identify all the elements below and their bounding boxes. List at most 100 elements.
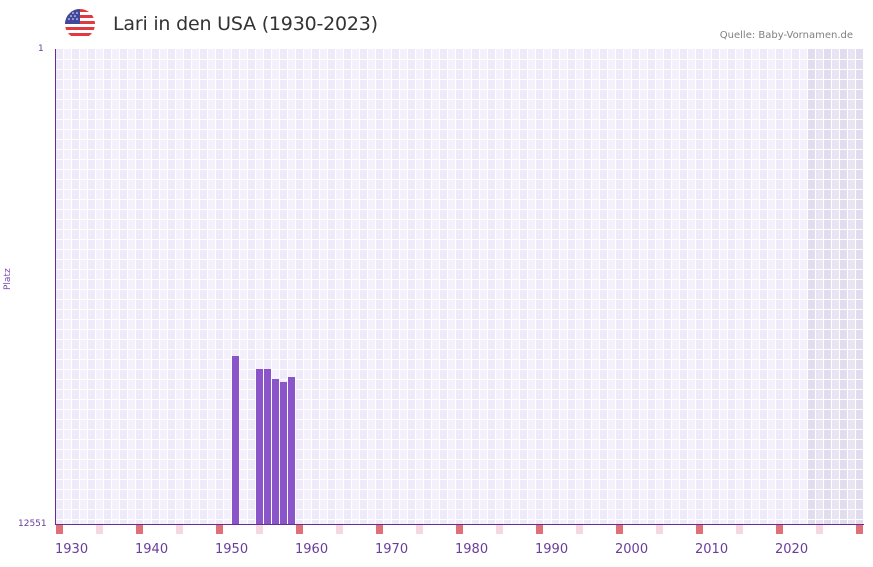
grid-line xyxy=(56,339,864,340)
grid-column xyxy=(704,49,711,524)
grid-column xyxy=(720,49,727,524)
y-tick-bottom: 12551 xyxy=(18,519,47,529)
grid-column xyxy=(792,49,799,524)
grid-column xyxy=(472,49,479,524)
half-decade-marker xyxy=(96,525,103,534)
chart-title: Lari in den USA (1930-2023) xyxy=(113,13,378,35)
grid-line xyxy=(56,519,864,520)
grid-column xyxy=(144,49,151,524)
grid-column xyxy=(360,49,367,524)
half-decade-marker xyxy=(736,525,743,534)
bar-1957[interactable] xyxy=(272,379,279,524)
grid-column xyxy=(528,49,535,524)
bar-1955[interactable] xyxy=(256,368,263,524)
grid-column xyxy=(760,49,767,524)
grid-column xyxy=(232,49,239,524)
grid-line xyxy=(56,179,864,180)
decade-marker xyxy=(696,525,703,534)
grid-column xyxy=(416,49,423,524)
half-decade-marker xyxy=(576,525,583,534)
grid-column xyxy=(448,49,455,524)
grid-column xyxy=(768,49,775,524)
grid-line xyxy=(56,329,864,330)
grid-column xyxy=(400,49,407,524)
grid-column xyxy=(504,49,511,524)
grid-column xyxy=(296,49,303,524)
us-flag-icon xyxy=(65,9,95,39)
grid-line xyxy=(56,389,864,390)
decade-marker xyxy=(216,525,223,534)
grid-line xyxy=(56,489,864,490)
grid-column xyxy=(344,49,351,524)
grid-column xyxy=(640,49,647,524)
grid-column xyxy=(848,49,855,524)
grid-column xyxy=(304,49,311,524)
grid-column xyxy=(312,49,319,524)
grid-column xyxy=(192,49,199,524)
grid-line xyxy=(56,149,864,150)
grid-column xyxy=(616,49,623,524)
grid-line xyxy=(56,299,864,300)
x-tick-label: 1940 xyxy=(135,542,169,557)
grid-line xyxy=(56,449,864,450)
grid-column xyxy=(816,49,823,524)
grid-line xyxy=(56,259,864,260)
decade-marker xyxy=(616,525,623,534)
bar-1959[interactable] xyxy=(288,376,295,524)
grid-line xyxy=(56,139,864,140)
decade-marker xyxy=(536,525,543,534)
decade-marker xyxy=(376,525,383,534)
grid-column xyxy=(224,49,231,524)
grid-column xyxy=(832,49,839,524)
grid-line xyxy=(56,309,864,310)
grid-column xyxy=(856,49,863,524)
grid-column xyxy=(96,49,103,524)
grid-column xyxy=(240,49,247,524)
grid-column xyxy=(320,49,327,524)
grid-column xyxy=(456,49,463,524)
grid-line xyxy=(56,349,864,350)
grid-column xyxy=(824,49,831,524)
decade-marker xyxy=(856,525,863,534)
grid-column xyxy=(120,49,127,524)
decade-marker xyxy=(776,525,783,534)
grid-line xyxy=(56,209,864,210)
half-decade-marker xyxy=(496,525,503,534)
grid-column xyxy=(736,49,743,524)
x-tick-label: 1990 xyxy=(535,542,569,557)
bar-1956[interactable] xyxy=(264,368,271,524)
grid-column xyxy=(600,49,607,524)
grid-column xyxy=(424,49,431,524)
grid-column xyxy=(336,49,343,524)
grid-column xyxy=(664,49,671,524)
half-decade-marker xyxy=(256,525,263,534)
grid-column xyxy=(168,49,175,524)
grid-column xyxy=(408,49,415,524)
grid-column xyxy=(272,49,279,524)
bar-1952[interactable] xyxy=(232,355,239,524)
grid-column xyxy=(584,49,591,524)
grid-line xyxy=(56,199,864,200)
half-decade-marker xyxy=(336,525,343,534)
grid-column xyxy=(520,49,527,524)
grid-column xyxy=(136,49,143,524)
grid-column xyxy=(384,49,391,524)
grid-column xyxy=(104,49,111,524)
grid-column xyxy=(536,49,543,524)
bar-1958[interactable] xyxy=(280,382,287,524)
grid-column xyxy=(800,49,807,524)
x-tick-label: 1960 xyxy=(295,542,329,557)
grid-column xyxy=(352,49,359,524)
grid-column xyxy=(728,49,735,524)
x-tick-label: 1930 xyxy=(55,542,89,557)
plot-area xyxy=(56,49,864,524)
grid-line xyxy=(56,219,864,220)
grid-line xyxy=(56,379,864,380)
grid-column xyxy=(712,49,719,524)
grid-column xyxy=(784,49,791,524)
grid-column xyxy=(624,49,631,524)
grid-line xyxy=(56,229,864,230)
grid-column xyxy=(128,49,135,524)
year-marker-row xyxy=(56,525,864,534)
grid-column xyxy=(200,49,207,524)
